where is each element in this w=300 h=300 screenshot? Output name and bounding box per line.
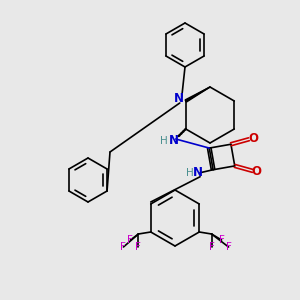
Text: F: F [208,242,214,252]
Text: N: N [169,134,179,148]
Text: H: H [160,136,168,146]
Text: F: F [128,235,134,245]
Text: N: N [174,92,184,106]
Text: F: F [226,242,232,252]
Text: H: H [186,168,194,178]
Text: O: O [252,165,262,178]
Text: F: F [219,235,224,245]
Text: F: F [121,242,126,252]
Text: O: O [248,132,258,145]
Text: F: F [136,242,141,252]
Text: N: N [193,166,203,179]
Polygon shape [185,87,210,102]
